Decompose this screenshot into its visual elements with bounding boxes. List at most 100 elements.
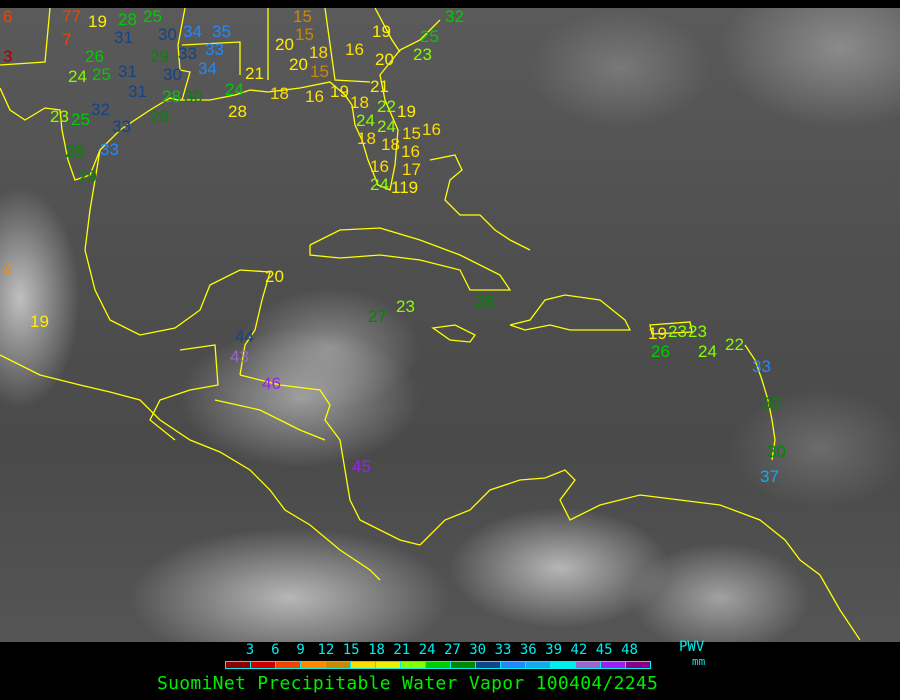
legend-tick-label: 3 xyxy=(245,642,255,658)
coastline-central-america xyxy=(239,374,421,546)
legend-color-swatch xyxy=(551,662,576,668)
station-pwv-label: 16 xyxy=(345,40,364,59)
station-pwv-label: 25 xyxy=(420,27,439,46)
station-pwv-label: 27 xyxy=(368,307,387,326)
coastline-puerto-rico xyxy=(649,321,693,335)
station-pwv-label: 3 xyxy=(3,47,13,66)
station-pwv-label: 33 xyxy=(752,357,771,376)
station-pwv-label: 31 xyxy=(128,82,147,101)
station-pwv-label: 6 xyxy=(3,8,13,26)
station-pwv-label: 29 xyxy=(150,47,169,66)
legend-tick-label: 9 xyxy=(296,642,305,658)
legend-tick-label: 6 xyxy=(271,642,280,658)
legend-tick-label: 36 xyxy=(519,642,537,658)
station-pwv-label: 33 xyxy=(112,117,131,136)
legend-color-swatch xyxy=(276,662,301,668)
legend-color-swatch xyxy=(526,662,551,668)
station-pwv-label: 19 xyxy=(330,82,349,101)
station-pwv-label: 43 xyxy=(230,347,249,366)
station-pwv-label: 29 xyxy=(78,167,97,186)
station-pwv-label: 19 xyxy=(88,12,107,31)
legend-tick-label: 33 xyxy=(494,642,512,658)
station-pwv-label: 24 xyxy=(225,80,244,99)
station-pwv-label: 15 xyxy=(295,25,314,44)
station-pwv-label: 33 xyxy=(205,40,224,59)
station-pwv-label: 15 xyxy=(293,8,312,26)
legend-colorbar xyxy=(225,661,651,669)
station-pwv-label: 30 xyxy=(158,25,177,44)
station-pwv-label: 15 xyxy=(402,124,421,143)
legend-unit-label: PWV xyxy=(679,639,705,655)
station-pwv-label: 30 xyxy=(184,87,203,106)
legend-tick-label: 42 xyxy=(570,642,588,658)
station-pwv-label: 24 xyxy=(356,111,375,130)
station-pwv-label: 20 xyxy=(289,55,308,74)
station-pwv-label: 4 xyxy=(3,260,13,279)
coastline-antilles xyxy=(744,344,776,461)
station-pwv-label: 16 xyxy=(305,87,324,106)
station-pwv-label: 21 xyxy=(245,64,264,83)
legend-tick-label: 21 xyxy=(393,642,411,658)
border-line xyxy=(149,344,219,441)
station-pwv-label: 7 xyxy=(62,30,72,49)
station-pwv-label: 18 xyxy=(350,93,369,112)
station-pwv-label: 15 xyxy=(310,62,329,81)
coastline-jamaica xyxy=(431,324,476,343)
station-pwv-label: 33 xyxy=(178,44,197,63)
station-pwv-label: 31 xyxy=(114,28,133,47)
station-pwv-label: 16 xyxy=(370,157,389,176)
station-labels: 6 77 7 3 19 28 25 31 30 34 35 26 25 24 31 29 30 33 33 34 31 2… xyxy=(0,8,900,642)
station-pwv-label: 29 xyxy=(150,107,169,126)
border-line xyxy=(374,8,401,53)
color-legend: 3 6 9 12 15 18 21 24 27 30 33 36 39 42 45 48 PWV mm Suo… xyxy=(0,639,900,700)
legend-color-swatch xyxy=(576,662,601,668)
station-pwv-label: 20 xyxy=(375,50,394,69)
station-pwv-label: 23 xyxy=(50,107,69,126)
station-pwv-label: 23 xyxy=(668,322,687,341)
legend-unit: mm xyxy=(692,655,706,668)
legend-tick-label: 48 xyxy=(621,642,638,658)
legend-tick-label: 45 xyxy=(595,642,613,658)
station-pwv-label: 34 xyxy=(183,22,202,41)
station-pwv-label: 77 xyxy=(62,8,81,26)
legend-color-swatch xyxy=(626,662,650,668)
station-pwv-label: 16 xyxy=(422,120,441,139)
station-pwv-label: 44 xyxy=(235,327,254,346)
station-pwv-label: 23 xyxy=(688,322,707,341)
legend-tick-label: 27 xyxy=(443,642,461,658)
station-pwv-label: 119 xyxy=(391,178,419,197)
station-pwv-label: 26 xyxy=(85,47,104,66)
border-line xyxy=(177,8,191,101)
station-pwv-label: 32 xyxy=(91,100,110,119)
station-pwv-label: 18 xyxy=(357,129,376,148)
coastline-south-america xyxy=(419,469,861,641)
legend-color-swatch xyxy=(476,662,501,668)
coastline-mexico xyxy=(84,149,271,376)
station-pwv-label: 23 xyxy=(413,45,432,64)
station-pwv-label: 20 xyxy=(265,267,284,286)
station-pwv-label: 29 xyxy=(65,142,84,161)
legend-color-swatch xyxy=(301,662,326,668)
station-pwv-label: 45 xyxy=(352,457,371,476)
station-pwv-label: 18 xyxy=(270,84,289,103)
station-pwv-label: 24 xyxy=(68,67,87,86)
station-pwv-label: 37 xyxy=(760,467,779,486)
station-pwv-label: 28 xyxy=(228,102,247,121)
station-pwv-label: 22 xyxy=(377,97,396,116)
station-pwv-label: 26 xyxy=(651,342,670,361)
legend-color-swatch xyxy=(251,662,276,668)
legend-tick-label: 24 xyxy=(418,642,436,658)
station-pwv-label: 30 xyxy=(767,442,786,461)
station-pwv-label: 19 xyxy=(372,22,391,41)
legend-tick-label: 12 xyxy=(317,642,335,658)
legend-color-swatch xyxy=(501,662,526,668)
station-pwv-label: 24 xyxy=(377,117,396,136)
legend-tick-label: 30 xyxy=(469,642,487,658)
station-pwv-label: 30 xyxy=(762,394,781,413)
station-pwv-label: 46 xyxy=(262,374,281,393)
station-pwv-label: 21 xyxy=(370,77,389,96)
station-pwv-label: 23 xyxy=(396,297,415,316)
legend-color-swatch xyxy=(401,662,426,668)
station-pwv-label: 18 xyxy=(381,135,400,154)
